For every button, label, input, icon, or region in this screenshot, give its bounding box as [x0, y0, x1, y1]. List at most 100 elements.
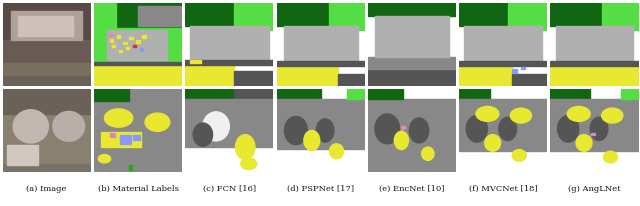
Ellipse shape	[476, 107, 499, 121]
Bar	[276, 89, 321, 99]
Ellipse shape	[145, 113, 170, 131]
Bar	[123, 42, 127, 44]
Ellipse shape	[422, 147, 434, 160]
Bar	[375, 15, 449, 57]
Bar	[276, 99, 365, 149]
Ellipse shape	[466, 116, 488, 142]
Bar	[19, 15, 73, 36]
Bar	[459, 61, 547, 66]
Bar	[12, 11, 82, 40]
Ellipse shape	[375, 114, 399, 144]
Text: (a) Image: (a) Image	[26, 185, 67, 193]
Bar	[3, 40, 91, 65]
Bar	[108, 33, 111, 36]
Bar	[234, 71, 273, 86]
Bar	[129, 165, 132, 170]
Bar	[459, 89, 490, 99]
Bar	[556, 26, 634, 61]
Bar	[94, 89, 129, 101]
Text: (f) MVCNet [18]: (f) MVCNet [18]	[469, 185, 538, 193]
Bar	[111, 45, 115, 48]
Bar	[191, 60, 201, 63]
Bar	[550, 3, 639, 26]
Bar	[368, 3, 456, 15]
Ellipse shape	[576, 135, 592, 151]
Ellipse shape	[203, 112, 229, 141]
Text: (c) FCN [16]: (c) FCN [16]	[203, 185, 256, 193]
Bar	[3, 3, 91, 40]
Bar	[521, 67, 525, 69]
Ellipse shape	[512, 150, 526, 161]
Bar	[276, 61, 365, 66]
Bar	[3, 89, 91, 114]
Bar	[508, 3, 547, 30]
Ellipse shape	[557, 116, 579, 142]
Bar	[550, 65, 639, 86]
Bar	[459, 3, 547, 26]
Ellipse shape	[99, 154, 111, 163]
Ellipse shape	[602, 108, 623, 123]
Bar	[330, 3, 365, 30]
Ellipse shape	[567, 107, 590, 121]
Bar	[276, 3, 365, 26]
Bar	[136, 40, 140, 42]
Bar	[110, 133, 115, 137]
Ellipse shape	[193, 123, 212, 146]
Ellipse shape	[604, 151, 618, 163]
Ellipse shape	[330, 144, 344, 159]
Bar	[368, 89, 403, 99]
Bar	[101, 132, 141, 147]
Bar	[185, 60, 273, 65]
Bar	[94, 3, 182, 28]
Bar	[94, 65, 182, 86]
Bar	[132, 45, 136, 48]
Bar	[550, 61, 639, 66]
Ellipse shape	[410, 118, 429, 143]
Bar	[185, 89, 234, 99]
Bar	[276, 65, 339, 86]
Ellipse shape	[510, 108, 531, 123]
Bar	[368, 99, 456, 172]
Bar	[143, 35, 146, 37]
Ellipse shape	[484, 135, 500, 151]
Text: (d) PSPNet [17]: (d) PSPNet [17]	[287, 185, 354, 193]
Bar	[117, 35, 120, 37]
Bar	[234, 89, 273, 99]
Ellipse shape	[104, 109, 132, 127]
Circle shape	[53, 111, 84, 141]
Bar	[140, 48, 143, 51]
Bar	[185, 64, 234, 86]
Bar	[94, 3, 116, 28]
Bar	[550, 99, 639, 151]
Bar	[138, 6, 182, 26]
Bar	[591, 133, 595, 136]
Bar	[368, 57, 456, 69]
Ellipse shape	[236, 135, 255, 160]
Bar	[621, 89, 639, 99]
Bar	[459, 99, 547, 151]
Bar	[550, 89, 590, 99]
Text: (g) AngLNet: (g) AngLNet	[568, 185, 621, 193]
Ellipse shape	[394, 131, 408, 150]
Bar	[368, 69, 456, 86]
Ellipse shape	[499, 117, 516, 140]
Bar	[401, 126, 405, 129]
Bar	[465, 26, 542, 61]
Bar	[602, 3, 639, 30]
Bar	[3, 164, 91, 172]
Bar	[125, 47, 129, 49]
Bar	[110, 39, 113, 42]
Bar	[129, 37, 132, 39]
Circle shape	[13, 110, 49, 143]
Ellipse shape	[590, 117, 608, 140]
Bar	[94, 62, 182, 65]
Bar	[3, 76, 91, 86]
Bar	[94, 28, 182, 63]
Bar	[120, 136, 131, 144]
Bar	[118, 50, 122, 53]
Bar	[7, 145, 38, 165]
Bar	[189, 26, 269, 60]
Ellipse shape	[316, 119, 334, 142]
Bar	[132, 135, 140, 140]
Bar	[339, 74, 365, 86]
